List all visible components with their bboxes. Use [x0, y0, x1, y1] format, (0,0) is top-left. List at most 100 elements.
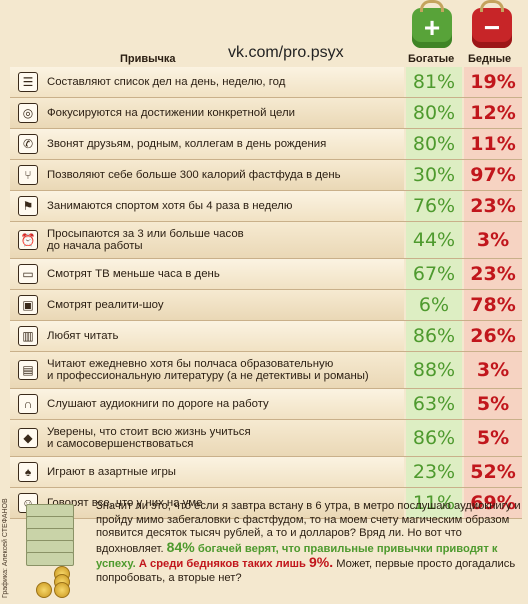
- habit-row: ⑂ Позволяют себе больше 300 калорий фастф…: [10, 160, 522, 191]
- poor-cell: 5%: [464, 389, 522, 419]
- rich-percent: 44%: [412, 229, 456, 251]
- habit-row: ▥ Любят читать 86% 26%: [10, 321, 522, 352]
- rich-cell: 88%: [406, 352, 462, 388]
- alarm-clock-icon: ⏰: [18, 230, 38, 250]
- habit-row: ▣ Смотрят реалити-шоу 6% 78%: [10, 290, 522, 321]
- habit-cell: ⚑ Занимаются спортом хотя бы 4 раза в нед…: [10, 191, 404, 221]
- habit-label: Играют в азартные игры: [47, 466, 176, 478]
- runner-icon: ⚑: [18, 196, 38, 216]
- habit-cell: ◆ Уверены, что стоит всю жизнь учиться и …: [10, 420, 404, 456]
- habit-row: ◆ Уверены, что стоит всю жизнь учиться и …: [10, 420, 522, 457]
- habit-label: Просыпаются за 3 или больше часов до нач…: [47, 228, 244, 252]
- graphics-credit: Графика: Алексей СТЕФАНОВ: [2, 498, 9, 598]
- habit-cell: ∩ Слушают аудиокниги по дороге на работу: [10, 389, 404, 419]
- poor-column-header: Бедные: [468, 53, 512, 65]
- habit-row: ◎ Фокусируются на достижении конкретной ц…: [10, 98, 522, 129]
- reality-tv-icon: ▣: [18, 295, 38, 315]
- rich-cell: 76%: [406, 191, 462, 221]
- poor-cell: 11%: [464, 129, 522, 159]
- rich-cell: 80%: [406, 98, 462, 128]
- habit-row: ⏰ Просыпаются за 3 или больше часов до на…: [10, 222, 522, 259]
- poor-percent: 69%: [470, 492, 516, 514]
- rich-percent: 30%: [412, 164, 456, 186]
- poor-wallet-icon: −: [472, 0, 512, 48]
- habits-table: ☰ Составляют список дел на день, неделю, …: [10, 67, 522, 519]
- rich-cell: 11%: [406, 488, 462, 518]
- rich-cell: 6%: [406, 290, 462, 320]
- graduation-cap-icon: ◆: [18, 428, 38, 448]
- habit-cell: ◎ Фокусируются на достижении конкретной ц…: [10, 98, 404, 128]
- conclusion-question: Может, первые просто догадались попробов…: [96, 558, 516, 584]
- spade-icon: ♠: [18, 462, 38, 482]
- poor-cell: 19%: [464, 67, 522, 97]
- habit-row: ▤ Читают ежедневно хотя бы полчаса образо…: [10, 352, 522, 389]
- rich-percent: 88%: [412, 359, 456, 381]
- rich-cell: 80%: [406, 129, 462, 159]
- target-icon: ◎: [18, 103, 38, 123]
- headphones-icon: ∩: [18, 394, 38, 414]
- rich-percent: 63%: [412, 393, 456, 415]
- habit-label: Смотрят реалити-шоу: [47, 299, 164, 311]
- poor-cell: 97%: [464, 160, 522, 190]
- habit-cell: ⑂ Позволяют себе больше 300 калорий фастф…: [10, 160, 404, 190]
- poor-cell: 52%: [464, 457, 522, 487]
- habit-label: Уверены, что стоит всю жизнь учиться и с…: [47, 426, 251, 450]
- rich-cell: 63%: [406, 389, 462, 419]
- poor-percent: 3%: [476, 229, 510, 251]
- rich-percent: 80%: [412, 133, 456, 155]
- rich-cell: 81%: [406, 67, 462, 97]
- habit-cell: ▣ Смотрят реалити-шоу: [10, 290, 404, 320]
- rich-cell: 67%: [406, 259, 462, 289]
- habit-label: Смотрят ТВ меньше часа в день: [47, 268, 220, 280]
- poor-cell: 23%: [464, 259, 522, 289]
- conclusion-text: Значит ли это, что если я завтра встану …: [96, 500, 524, 586]
- poor-percent: 97%: [470, 164, 516, 186]
- book-icon: ▥: [18, 326, 38, 346]
- habit-label: Занимаются спортом хотя бы 4 раза в неде…: [47, 200, 293, 212]
- watermark: vk.com/pro.psyx: [228, 44, 344, 61]
- rich-believe-text: богачей верят, что правильные привычки п…: [96, 542, 498, 571]
- poor-cell: 3%: [464, 222, 522, 258]
- phone-icon: ✆: [18, 134, 38, 154]
- rich-cell: 86%: [406, 420, 462, 456]
- poor-percent: 26%: [470, 325, 516, 347]
- habit-label: Слушают аудиокниги по дороге на работу: [47, 398, 269, 410]
- habit-cell: ☺ Говорят все, что у них на уме: [10, 488, 404, 518]
- table-header: Привычка vk.com/pro.psyx: [10, 44, 406, 68]
- poor-cell: 69%: [464, 488, 522, 518]
- habit-cell: ▭ Смотрят ТВ меньше часа в день: [10, 259, 404, 289]
- money-stack-illustration: [14, 494, 74, 604]
- habit-cell: ☰ Составляют список дел на день, неделю, …: [10, 67, 404, 97]
- habit-label: Читают ежедневно хотя бы полчаса образов…: [47, 358, 369, 382]
- rich-percent: 67%: [412, 263, 456, 285]
- habit-row: ☺ Говорят все, что у них на уме 11% 69%: [10, 488, 522, 519]
- poor-percent: 5%: [476, 427, 510, 449]
- habit-cell: ▤ Читают ежедневно хотя бы полчаса образо…: [10, 352, 404, 388]
- poor-percent: 5%: [476, 393, 510, 415]
- rich-column-header: Богатые: [408, 53, 455, 65]
- rich-percent: 80%: [412, 102, 456, 124]
- poor-percent: 19%: [470, 71, 516, 93]
- rich-percent: 86%: [412, 427, 456, 449]
- rich-wallet-icon: +: [412, 0, 452, 48]
- rich-believe-percent: 84%: [166, 538, 195, 555]
- habit-label: Любят читать: [47, 330, 119, 342]
- habit-label: Составляют список дел на день, неделю, г…: [47, 76, 286, 88]
- rich-cell: 86%: [406, 321, 462, 351]
- habit-row: ⚑ Занимаются спортом хотя бы 4 раза в нед…: [10, 191, 522, 222]
- habit-cell: ⏰ Просыпаются за 3 или больше часов до на…: [10, 222, 404, 258]
- books-icon: ▤: [18, 360, 38, 380]
- rich-percent: 81%: [412, 71, 456, 93]
- rich-percent: 11%: [412, 492, 456, 514]
- poor-percent: 12%: [470, 102, 516, 124]
- habit-column-header: Привычка: [120, 53, 176, 65]
- poor-percent: 11%: [470, 133, 516, 155]
- rich-percent: 86%: [412, 325, 456, 347]
- habit-label: Говорят все, что у них на уме: [47, 497, 203, 509]
- habit-cell: ▥ Любят читать: [10, 321, 404, 351]
- poor-percent: 23%: [470, 263, 516, 285]
- poor-cell: 26%: [464, 321, 522, 351]
- habit-label: Позволяют себе больше 300 калорий фастфу…: [47, 169, 341, 181]
- poor-cell: 23%: [464, 191, 522, 221]
- poor-cell: 78%: [464, 290, 522, 320]
